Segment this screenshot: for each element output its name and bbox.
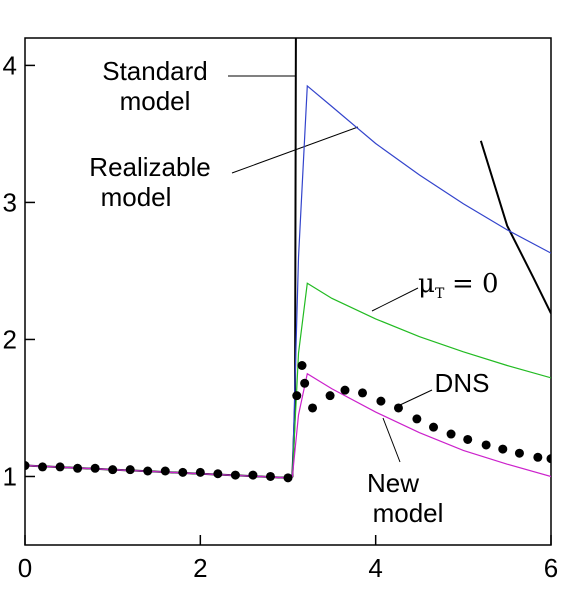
data-point — [292, 391, 302, 401]
annotation: = 0 — [452, 269, 499, 299]
data-point — [38, 462, 48, 472]
annotation: Realizable — [89, 152, 210, 182]
data-point — [108, 465, 118, 475]
data-point — [325, 391, 335, 401]
data-point — [308, 403, 318, 413]
data-point — [195, 467, 205, 477]
data-point — [143, 466, 153, 476]
data-point — [376, 396, 386, 406]
data-point — [429, 422, 439, 432]
x-tick-label: 0 — [18, 553, 32, 583]
y-tick-label: 1 — [3, 461, 17, 491]
data-point — [248, 470, 258, 480]
data-point — [160, 466, 170, 476]
data-point — [481, 440, 491, 450]
data-point — [412, 414, 422, 424]
x-tick-label: 2 — [193, 553, 207, 583]
data-point — [514, 448, 524, 458]
annotation: Standard — [102, 56, 208, 86]
annotation: New — [367, 468, 419, 498]
data-point — [393, 403, 403, 413]
data-point — [300, 378, 310, 388]
data-point — [358, 388, 368, 398]
data-point — [73, 463, 83, 473]
data-point — [125, 465, 135, 475]
leader-lines — [228, 75, 433, 463]
leader-line — [382, 417, 401, 463]
data-point — [213, 469, 223, 479]
data-point — [90, 463, 100, 473]
data-point — [533, 452, 543, 462]
data-point — [230, 470, 240, 480]
plot-area — [25, 38, 551, 483]
x-tick-label: 6 — [544, 553, 558, 583]
plot-frame — [24, 37, 552, 546]
data-point — [546, 454, 551, 464]
x-tick-label: 4 — [368, 553, 382, 583]
data-point — [55, 462, 65, 472]
data-point — [446, 429, 456, 439]
leader-line — [371, 287, 419, 312]
data-point — [265, 471, 275, 481]
series-line — [479, 140, 551, 314]
data-point — [297, 360, 307, 370]
data-point — [283, 473, 293, 483]
y-tick-label: 4 — [3, 50, 17, 80]
data-point — [178, 467, 188, 477]
y-tick-label: 2 — [3, 324, 17, 354]
annotation: DNS — [435, 368, 490, 398]
data-point — [25, 461, 30, 471]
annotation-subscript: T — [435, 286, 445, 302]
leader-line — [399, 389, 433, 406]
annotation: μ — [418, 269, 435, 299]
data-point — [498, 444, 508, 454]
annotation: model — [101, 182, 172, 212]
annotation: model — [373, 498, 444, 528]
y-tick-label: 3 — [3, 187, 17, 217]
data-point — [340, 385, 350, 395]
data-point — [463, 434, 473, 444]
annotation: model — [120, 86, 191, 116]
